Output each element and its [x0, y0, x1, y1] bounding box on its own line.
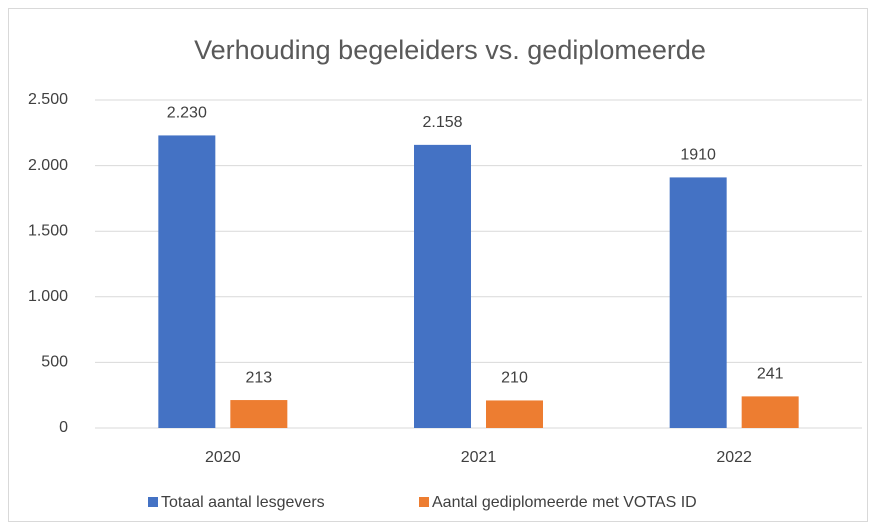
y-tick-label: 1.000 [28, 288, 68, 305]
bar [741, 396, 799, 428]
bar [669, 177, 727, 428]
data-label: 241 [757, 366, 784, 383]
data-label: 2.158 [422, 114, 462, 131]
y-tick-label: 500 [41, 354, 68, 371]
legend-swatch [419, 497, 429, 507]
bar [158, 135, 216, 428]
data-label: 213 [245, 369, 272, 386]
legend-swatch [148, 497, 158, 507]
data-label: 210 [501, 370, 528, 387]
x-tick-label: 2020 [205, 449, 241, 466]
y-tick-label: 2.500 [28, 91, 68, 108]
data-label: 1910 [680, 147, 716, 164]
legend-label: Aantal gediplomeerde met VOTAS ID [432, 494, 697, 511]
bar [486, 400, 543, 428]
y-tick-label: 0 [59, 419, 68, 436]
chart-title: Verhouding begeleiders vs. gediplomeerde [194, 35, 706, 65]
y-tick-label: 2.000 [28, 157, 68, 174]
bar [230, 400, 288, 428]
bar [414, 144, 471, 428]
x-tick-label: 2021 [461, 449, 497, 466]
legend-label: Totaal aantal lesgevers [161, 494, 325, 511]
x-tick-label: 2022 [716, 449, 752, 466]
y-tick-label: 1.500 [28, 222, 68, 239]
data-label: 2.230 [167, 105, 207, 122]
